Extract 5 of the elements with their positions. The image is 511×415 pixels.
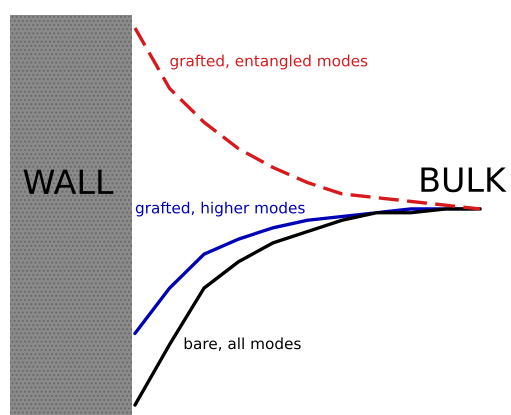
series-label: grafted, higher modes: [136, 202, 305, 216]
series-label: grafted, entangled modes: [170, 54, 368, 70]
text: WALL: [24, 170, 114, 194]
annotation: BULK: [421, 167, 507, 192]
series-label: bare, all modes: [184, 337, 301, 351]
